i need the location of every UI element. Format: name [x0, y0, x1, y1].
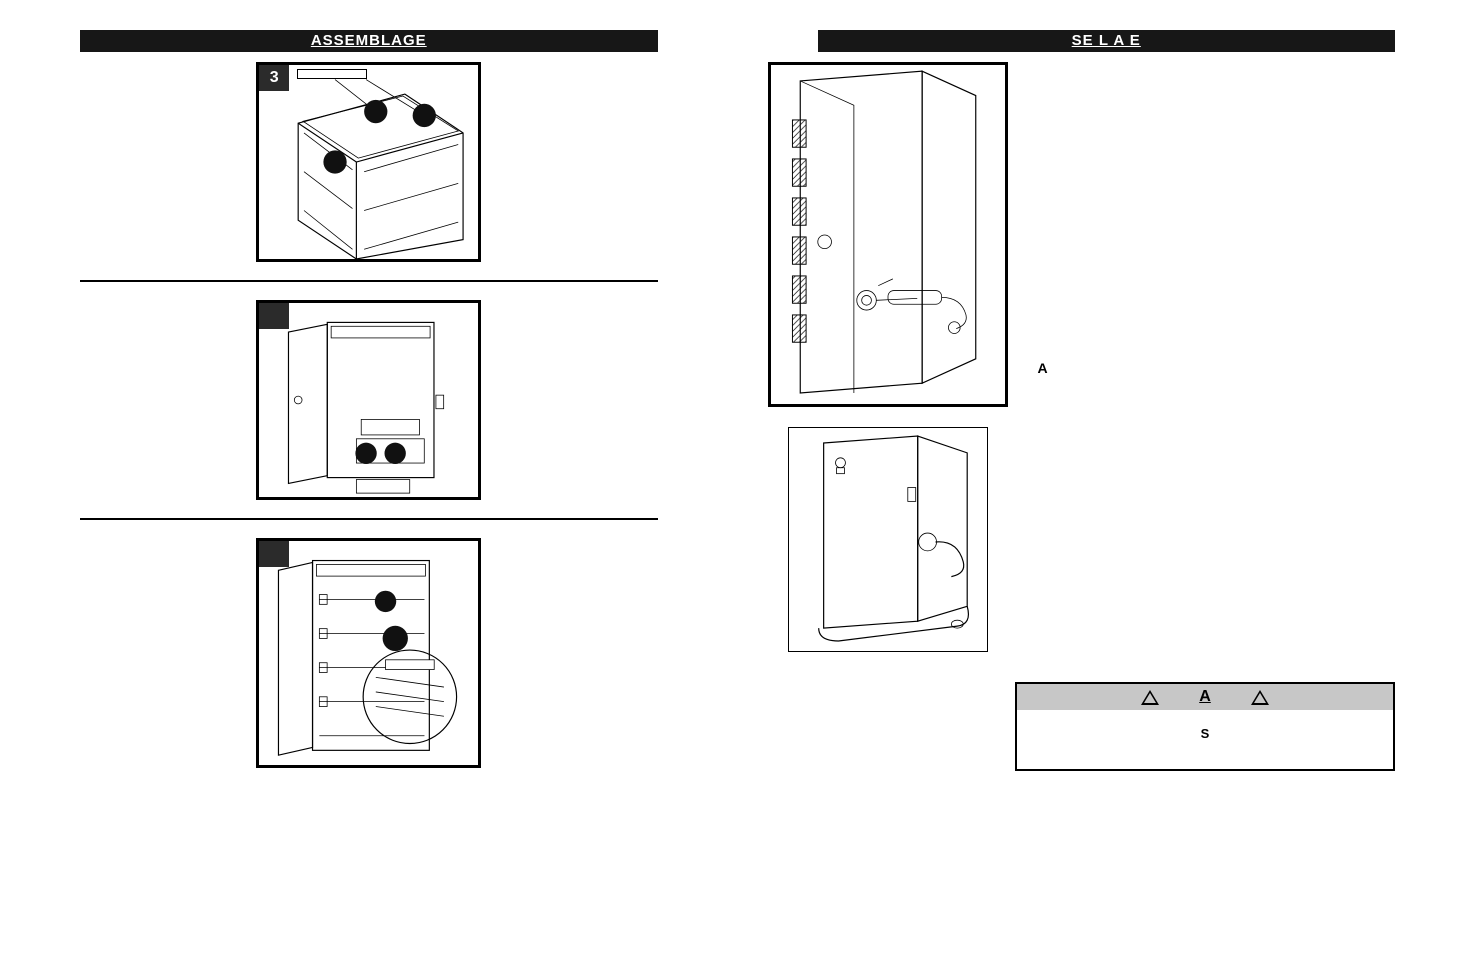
figure-5 [256, 538, 481, 768]
divider-2 [80, 518, 658, 520]
step-badge-5 [259, 541, 289, 567]
figure-7 [788, 427, 988, 652]
figure-4-wrap [20, 300, 718, 500]
step-badge-3: 3 [259, 65, 289, 91]
page: ASSEMBLAGE 3 [0, 0, 1475, 954]
warning-heading: A [1199, 688, 1211, 706]
figure-3: 3 [256, 62, 481, 262]
figure-7-wrap [788, 427, 1456, 652]
fig3-label [297, 69, 367, 79]
figure-4-art [259, 303, 478, 497]
figure-7-art [789, 428, 987, 651]
step-badge-4 [259, 303, 289, 329]
figure-4 [256, 300, 481, 500]
warning-icon: ! [1251, 690, 1269, 705]
warning-heading-row: ! A ! [1017, 684, 1393, 710]
warning-box: ! A ! S [1015, 682, 1395, 771]
right-column: SE L A E [738, 0, 1475, 954]
figure-5-wrap [20, 538, 718, 768]
figure-6-art [771, 65, 1005, 404]
right-title-bar: SE L A E [818, 30, 1396, 52]
divider-1 [80, 280, 658, 282]
figure-5-art [259, 541, 478, 765]
left-title-bar: ASSEMBLAGE [80, 30, 658, 52]
figure-6 [768, 62, 1008, 407]
warning-body: S [1017, 710, 1393, 769]
figure-3-wrap: 3 [20, 62, 718, 262]
warning-icon: ! [1141, 690, 1159, 705]
label-A: A [1038, 360, 1048, 376]
left-column: ASSEMBLAGE 3 [0, 0, 738, 954]
figure-3-art [259, 65, 478, 259]
figure-6-wrap [768, 62, 1456, 407]
